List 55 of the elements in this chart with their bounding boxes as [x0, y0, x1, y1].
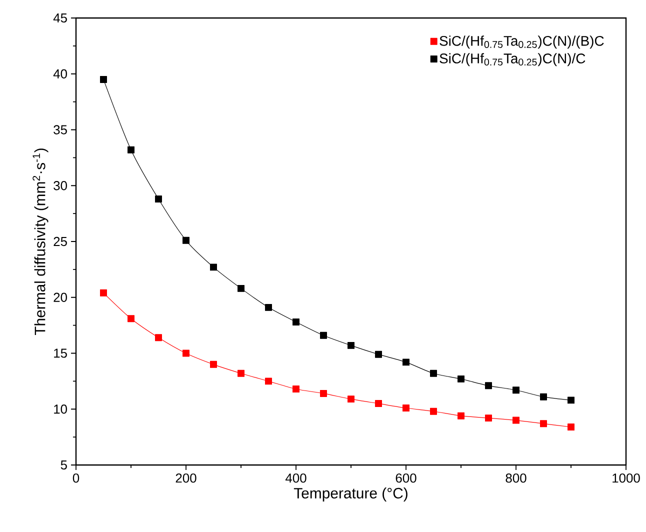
point — [485, 414, 492, 422]
x-tick-label: 200 — [176, 474, 196, 483]
y-tick-label: 25 — [54, 236, 67, 246]
point — [128, 315, 134, 322]
point — [320, 332, 327, 339]
y-tick-label: 5 — [60, 460, 67, 470]
y-tick-label: 40 — [53, 69, 67, 78]
point — [210, 264, 217, 271]
point — [155, 196, 162, 203]
point — [348, 396, 354, 403]
point — [485, 382, 492, 390]
point — [100, 76, 107, 83]
point — [155, 334, 162, 342]
point — [292, 386, 300, 392]
point — [238, 370, 244, 377]
x-tick-label: 0 — [72, 474, 80, 483]
point — [128, 146, 134, 154]
point — [375, 350, 382, 358]
point — [292, 318, 300, 326]
point — [458, 375, 464, 382]
point — [375, 400, 382, 408]
point — [402, 358, 410, 366]
point — [348, 342, 354, 349]
point — [568, 396, 574, 404]
y-tick-label: 45 — [53, 13, 67, 23]
x-axis-title: Temperature (°C) — [294, 488, 408, 502]
point — [402, 404, 410, 412]
point — [238, 284, 244, 292]
point — [182, 236, 190, 244]
point — [430, 408, 437, 415]
point — [568, 424, 574, 430]
point — [512, 386, 520, 394]
point — [430, 370, 437, 377]
x-tick-label: 1000 — [612, 474, 640, 483]
x-tick-label: 600 — [396, 474, 416, 483]
point — [320, 390, 327, 397]
y-tick-label: 35 — [54, 125, 67, 134]
legend-label: SiC/(Hf$_{0.75}$Ta$_{0.25}$)C(N)/(B)C — [440, 36, 604, 49]
point — [540, 420, 547, 428]
point — [540, 393, 547, 400]
point — [182, 350, 190, 357]
y-axis-title: Thermal diffusivity (mm$^{2}$·s$^{-1}$) — [32, 148, 48, 336]
y-tick-label: 10 — [54, 404, 67, 414]
x-tick-label: 400 — [285, 474, 306, 483]
point — [512, 416, 520, 424]
point — [265, 378, 272, 385]
y-tick-label: 15 — [54, 348, 67, 358]
legend-label: SiC/(Hf$_{0.75}$Ta$_{0.25}$)C(N)/C — [440, 53, 586, 66]
point — [210, 360, 217, 368]
point — [265, 304, 272, 311]
x-tick-label: 800 — [506, 474, 526, 483]
point — [458, 412, 464, 420]
y-tick-label: 20 — [54, 292, 67, 302]
point — [100, 289, 107, 296]
y-tick-label: 30 — [54, 181, 67, 190]
